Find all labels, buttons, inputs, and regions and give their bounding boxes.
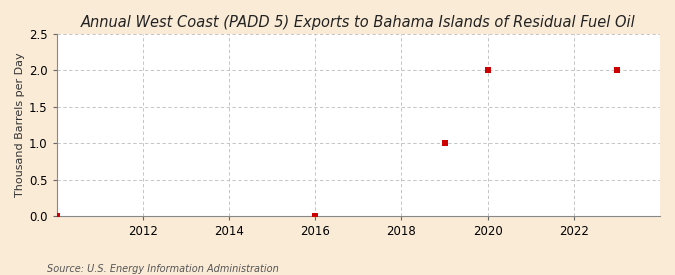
Point bbox=[612, 68, 622, 73]
Point bbox=[51, 214, 62, 218]
Title: Annual West Coast (PADD 5) Exports to Bahama Islands of Residual Fuel Oil: Annual West Coast (PADD 5) Exports to Ba… bbox=[81, 15, 636, 30]
Text: Source: U.S. Energy Information Administration: Source: U.S. Energy Information Administ… bbox=[47, 264, 279, 274]
Point bbox=[482, 68, 493, 73]
Point bbox=[439, 141, 450, 145]
Point bbox=[310, 214, 321, 218]
Y-axis label: Thousand Barrels per Day: Thousand Barrels per Day bbox=[15, 53, 25, 197]
